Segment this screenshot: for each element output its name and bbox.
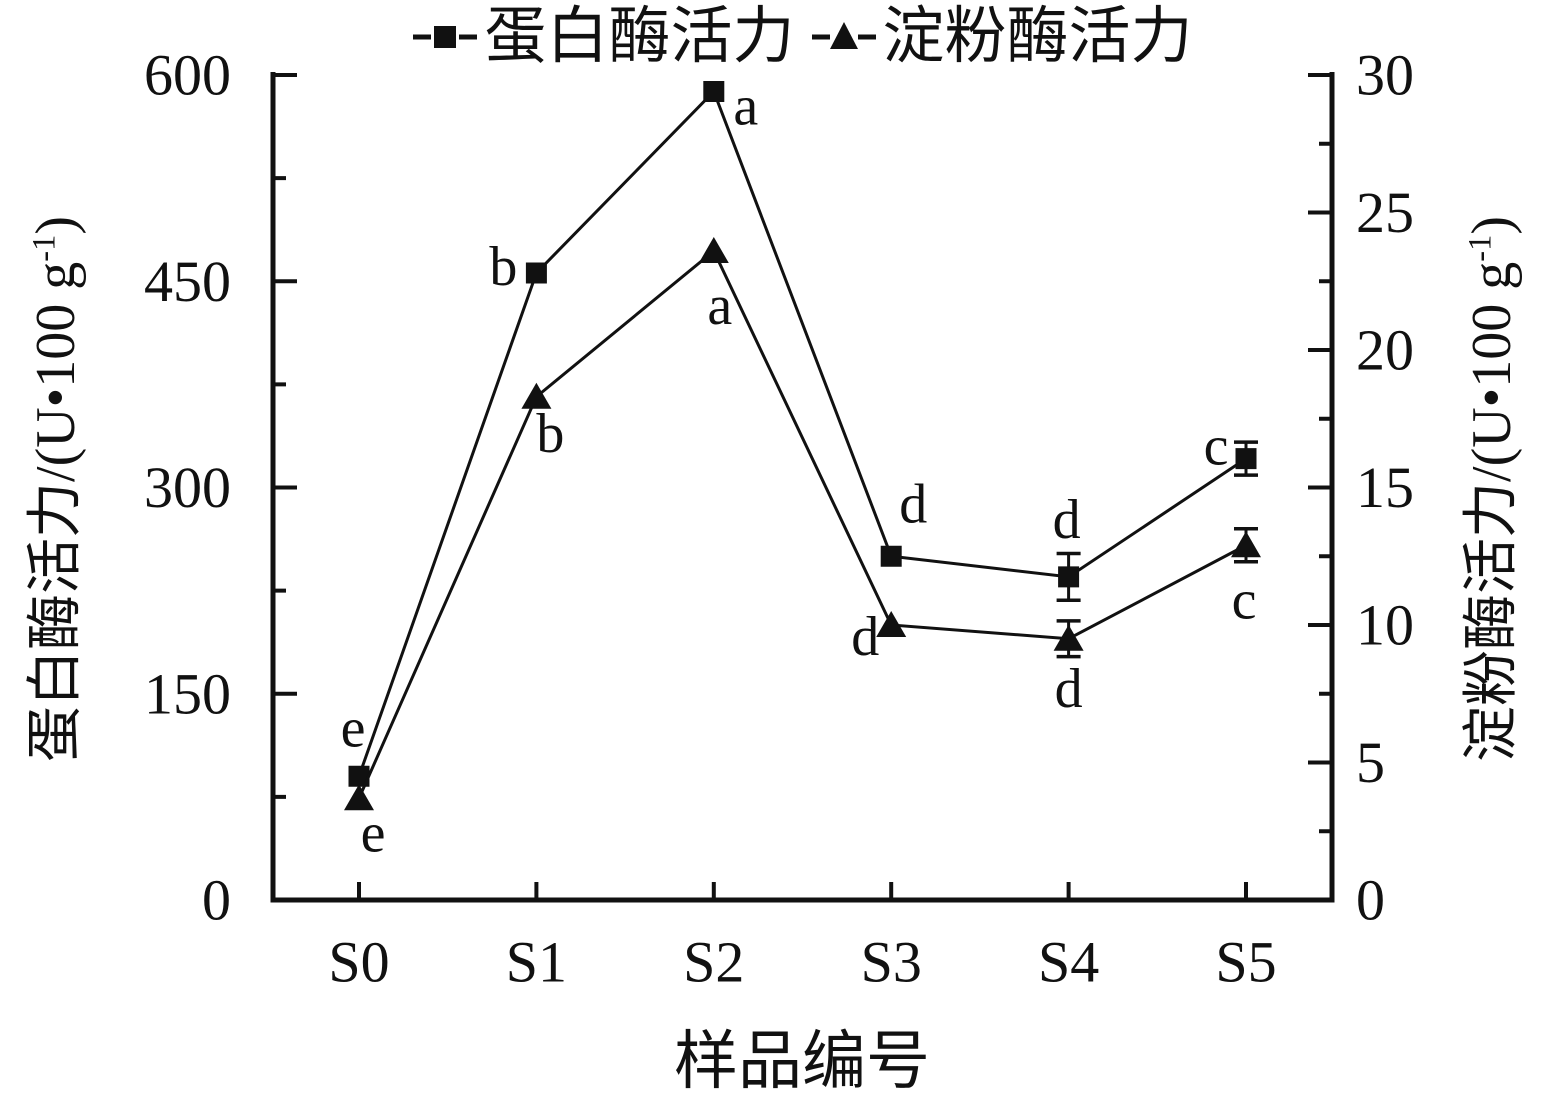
right-axis-tick-label: 15 [1356, 455, 1414, 520]
square-marker [525, 262, 547, 284]
legend-label-protease: 蛋白酶活力 [484, 3, 795, 71]
point-label: e [341, 697, 366, 759]
point-label: c [1232, 569, 1257, 631]
point-label: a [707, 275, 732, 337]
x-axis-category-label: S5 [1215, 930, 1276, 995]
right-axis-tick-label: 10 [1356, 593, 1414, 658]
left-axis-tick-label: 0 [202, 868, 231, 933]
series-line-protease [357, 88, 1247, 777]
legend: 蛋白酶活力 淀粉酶活力 [273, 0, 1332, 74]
square-marker-icon [413, 26, 478, 48]
point-label: b [489, 236, 517, 298]
point-label: b [536, 403, 564, 465]
square-marker [1058, 566, 1080, 588]
point-label: d [1055, 658, 1083, 720]
triangle-marker [1231, 531, 1261, 558]
square-marker [880, 545, 902, 567]
point-label: a [733, 76, 758, 138]
right-axis-tick-label: 30 [1356, 43, 1414, 108]
x-axis-title: 样品编号 [674, 1026, 930, 1097]
left-axis-tick-label: 450 [144, 249, 231, 314]
right-axis-tick-label: 25 [1356, 180, 1414, 245]
legend-item-protease: 蛋白酶活力 [412, 3, 795, 71]
left-axis-tick-label: 600 [144, 43, 231, 108]
right-axis-tick-label: 0 [1356, 868, 1385, 933]
x-axis-category-label: S0 [328, 930, 389, 995]
x-axis-category-label: S2 [683, 930, 744, 995]
x-axis-category-label: S4 [1038, 930, 1099, 995]
left-axis-tick-label: 150 [144, 661, 231, 726]
right-axis-tick-label: 20 [1356, 318, 1414, 383]
point-label: d [851, 606, 879, 668]
square-marker [348, 765, 370, 787]
point-label: e [361, 802, 386, 864]
square-marker [703, 81, 725, 102]
series-line-amylase [357, 248, 1247, 799]
x-axis-category-label: S1 [506, 930, 567, 995]
triangle-marker [1053, 624, 1084, 651]
x-axis-category-label: S3 [861, 930, 922, 995]
legend-item-amylase: 淀粉酶活力 [811, 6, 1193, 68]
left-axis-tick-label: 300 [144, 455, 231, 520]
point-label: d [1053, 489, 1081, 551]
legend-label-amylase: 淀粉酶活力 [882, 3, 1193, 71]
right-axis-tick-label: 5 [1356, 730, 1385, 795]
triangle-marker-icon [811, 22, 876, 49]
square-marker [1235, 448, 1257, 470]
point-label: d [899, 473, 927, 535]
triangle-marker [521, 382, 552, 409]
triangle-marker [344, 784, 374, 811]
point-label: c [1204, 416, 1229, 478]
triangle-marker [698, 237, 729, 263]
triangle-marker [876, 611, 907, 637]
